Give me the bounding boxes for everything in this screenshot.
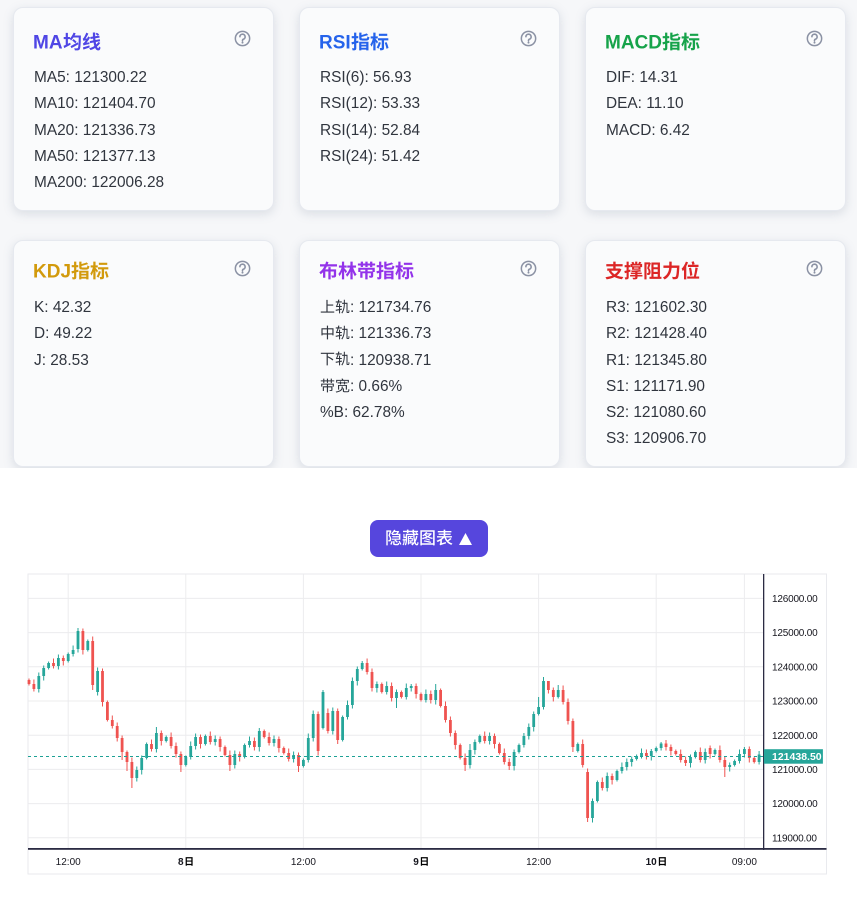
svg-text:123000.00: 123000.00 [772,697,818,708]
svg-text:124000.00: 124000.00 [772,662,818,673]
svg-text:126000.00: 126000.00 [772,594,818,605]
svg-text:09:00: 09:00 [732,857,757,868]
svg-text:12:00: 12:00 [56,857,81,868]
svg-text:12:00: 12:00 [526,857,551,868]
svg-text:8: 8 [178,857,184,868]
svg-text:122000.00: 122000.00 [772,731,818,742]
svg-text:9: 9 [413,857,419,868]
svg-text:121438.50: 121438.50 [772,751,822,763]
svg-text:125000.00: 125000.00 [772,628,818,639]
svg-text:10: 10 [646,857,658,868]
svg-text:121000.00: 121000.00 [772,765,818,776]
svg-text:119000.00: 119000.00 [772,833,817,844]
svg-text:120000.00: 120000.00 [772,799,818,810]
svg-text:12:00: 12:00 [291,857,316,868]
